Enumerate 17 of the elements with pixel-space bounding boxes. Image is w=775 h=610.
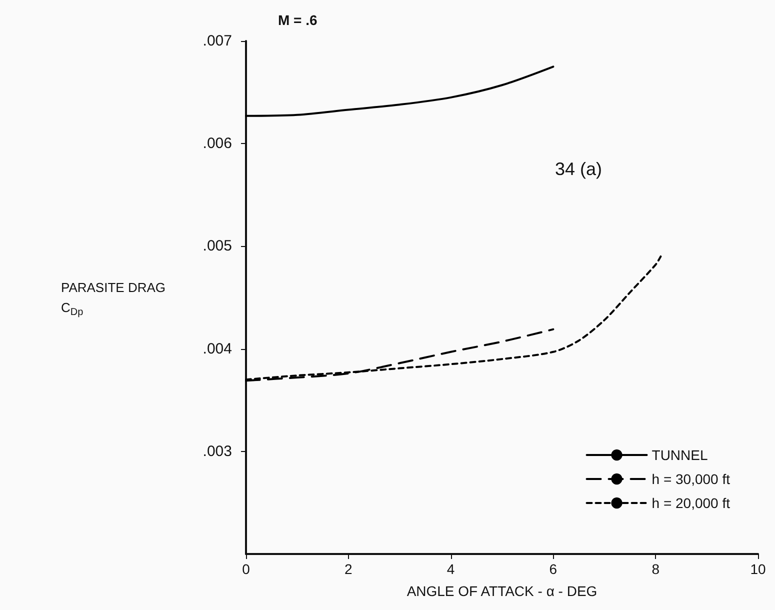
x-axis-title: ANGLE OF ATTACK - α - DEG xyxy=(406,583,598,599)
legend-label: h = 20,000 ft xyxy=(652,495,730,511)
annotation: 34 (a) xyxy=(555,159,602,179)
legend-label: TUNNEL xyxy=(652,447,708,463)
chart-title: M = .6 xyxy=(278,12,318,28)
x-tick-label: 8 xyxy=(652,561,660,577)
legend-label: h = 30,000 ft xyxy=(652,471,730,487)
x-tick-label: 4 xyxy=(446,561,455,577)
y-tick-label: .007 xyxy=(202,32,232,50)
y-tick-label: .003 xyxy=(202,442,232,460)
y-tick-label: .004 xyxy=(202,340,232,358)
x-tick-label: 10 xyxy=(750,561,766,577)
y-tick-label: .006 xyxy=(202,135,232,152)
x-tick-label: 6 xyxy=(549,561,558,577)
y-tick-label: .005 xyxy=(202,238,232,255)
x-tick-label: 2 xyxy=(344,561,352,577)
x-tick-label: 0 xyxy=(242,561,250,577)
